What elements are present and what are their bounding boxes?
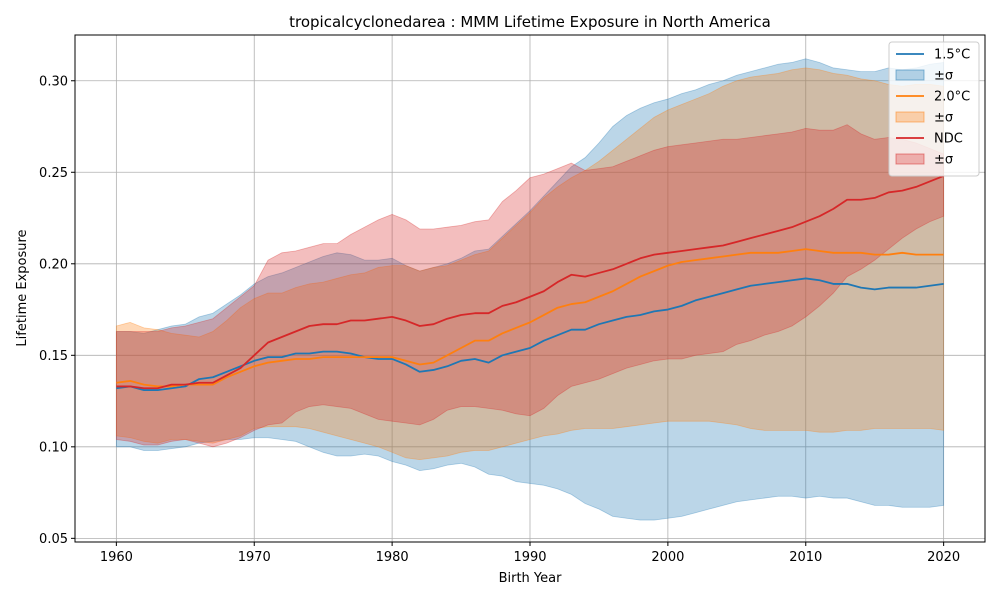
x-tick-label: 2020 [927, 550, 960, 565]
legend-series-label-0: 1.5°C [934, 48, 970, 63]
y-tick-label: 0.10 [39, 440, 68, 455]
y-axis-label: Lifetime Exposure [15, 229, 30, 346]
x-tick-label: 1990 [513, 550, 546, 565]
x-tick-label: 1970 [238, 550, 271, 565]
y-tick-label: 0.30 [39, 74, 68, 89]
x-tick-label: 1980 [376, 550, 409, 565]
legend-band-swatch-2 [895, 153, 925, 165]
legend-band-label-2: ±σ [934, 153, 953, 168]
y-tick-label: 0.25 [39, 166, 68, 181]
series-line-1 [116, 248, 944, 388]
sigma-band-1 [115, 67, 945, 461]
series-line-0 [116, 277, 944, 391]
x-axis-label: Birth Year [499, 571, 563, 586]
x-axis-ticks: 1960 1970 1980 1990 2000 2010 2020 [100, 542, 960, 565]
y-axis-ticks: 0.05 0.10 0.15 0.20 0.25 0.30 [39, 74, 75, 547]
x-tick-label: 2000 [651, 550, 684, 565]
sigma-bands [115, 58, 945, 521]
series-line-2 [116, 175, 944, 390]
x-tick-label: 1960 [100, 550, 133, 565]
y-tick-label: 0.20 [39, 257, 68, 272]
x-tick-label: 2010 [789, 550, 822, 565]
sigma-band-0 [115, 58, 945, 521]
legend: 1.5°C ±σ 2.0°C ±σ NDC ±σ [888, 41, 980, 177]
series-lines [116, 175, 944, 391]
chart-title: tropicalcyclonedarea : MMM Lifetime Expo… [289, 13, 771, 31]
sigma-band-2 [115, 124, 945, 448]
legend-series-label-1: 2.0°C [934, 90, 970, 105]
grid-lines [75, 35, 985, 542]
y-tick-label: 0.05 [39, 532, 68, 547]
legend-band-swatch-0 [895, 69, 925, 81]
legend-band-label-1: ±σ [934, 111, 953, 126]
legend-band-label-0: ±σ [934, 69, 953, 84]
legend-series-label-2: NDC [934, 132, 963, 147]
legend-band-swatch-1 [895, 111, 925, 123]
legend-box [888, 41, 980, 177]
y-tick-label: 0.15 [39, 349, 68, 364]
